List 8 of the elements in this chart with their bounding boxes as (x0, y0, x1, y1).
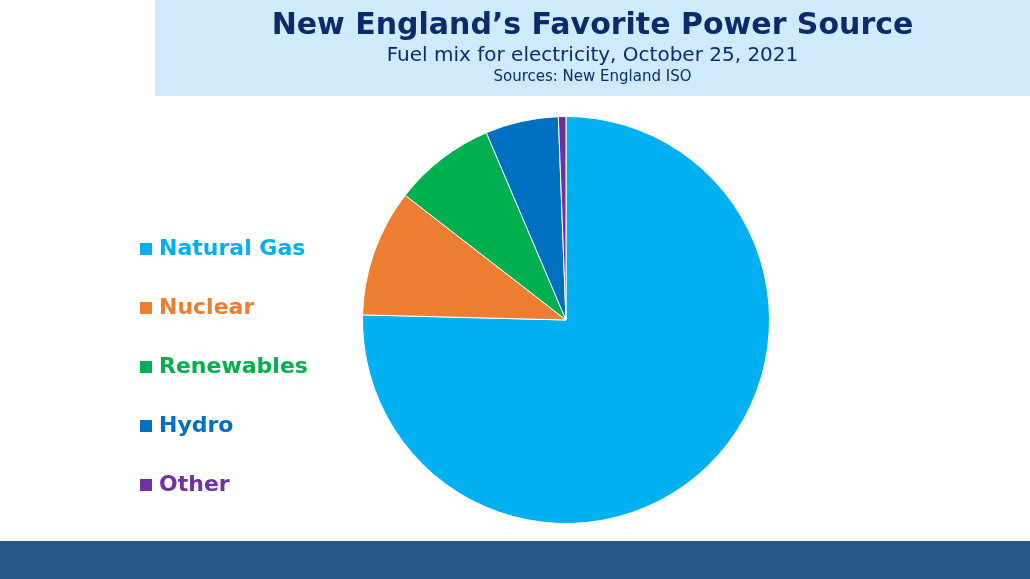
legend-label: Nuclear (159, 294, 255, 319)
chart-title: New England’s Favorite Power Source (270, 6, 915, 41)
legend-label: Other (159, 471, 230, 496)
source-note: Sources: New England ISO (492, 67, 693, 85)
legend-label: Renewables (159, 353, 308, 378)
chart-subtitle: Fuel mix for electricity, October 25, 2021 (385, 42, 800, 66)
legend-label: Natural Gas (159, 235, 306, 260)
legend-label: Hydro (159, 412, 234, 437)
